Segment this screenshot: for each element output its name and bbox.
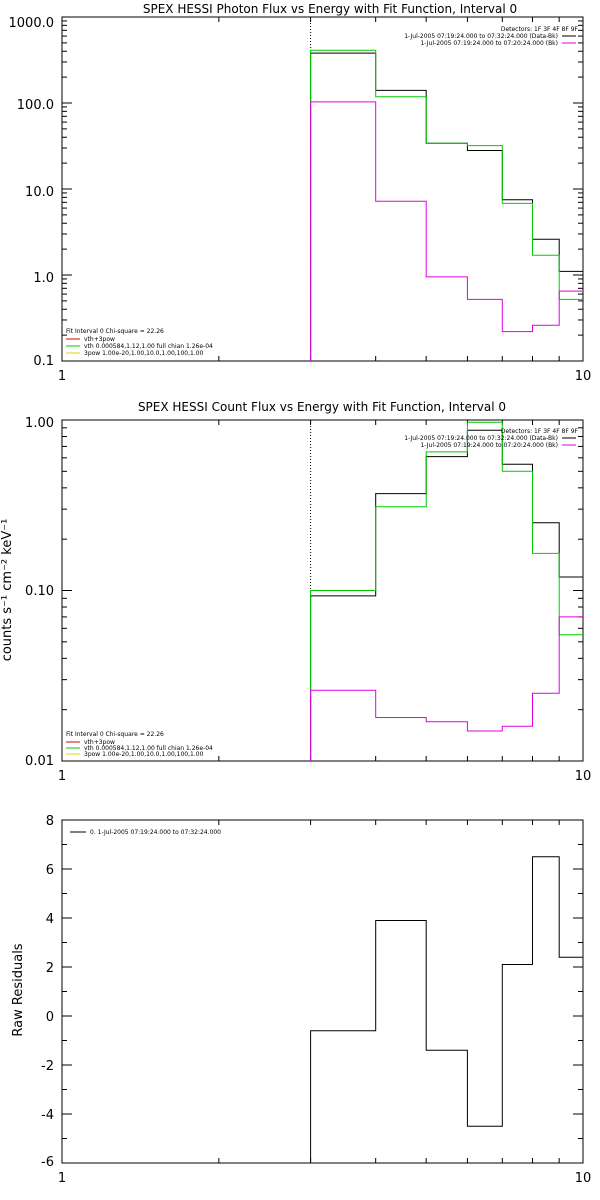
photon-flux-caption-data: 1-Jul-2005 07:19:24.000 to 07:32:24.000 … xyxy=(404,33,558,40)
residuals-ytick-label: 2 xyxy=(46,961,54,976)
count-flux-detectors-label: Detectors: 1F 3F 4F 8F 9F xyxy=(501,428,579,435)
residuals-ytick-label: 8 xyxy=(46,814,54,829)
photon-flux-legend-model: vth+3pow xyxy=(84,336,115,343)
photon-flux-ytick-label: 100.0 xyxy=(17,98,54,113)
count-flux-series-2-step-line xyxy=(310,616,583,761)
residuals-ytick-label: -4 xyxy=(41,1108,54,1123)
residuals-legend-label: 0. 1-Jul-2005 07:19:24.000 to 07:32:24.0… xyxy=(90,829,221,836)
photon-flux-xtick-label: 1 xyxy=(58,369,66,384)
photon-flux-detectors-label: Detectors: 1F 3F 4F 8F 9F xyxy=(501,26,579,33)
photon-flux-axis-ticks xyxy=(61,16,584,362)
photon-flux-legend-3pow: 3pow 1.00e-20,1.00,10.0,1.00,100,1.00 xyxy=(84,350,204,357)
count-flux-ytick-label: 1.00 xyxy=(25,416,54,431)
residuals-ytick-label: 6 xyxy=(46,863,54,878)
residuals-panel: 8 6 4 2 0 -2 -4 -6 1 10 Raw Residuals 0.… xyxy=(11,814,591,1186)
residuals-plot-frame xyxy=(61,819,584,1164)
residuals-axis-ticks xyxy=(61,819,584,1164)
residuals-xtick-label: 1 xyxy=(58,1171,66,1186)
count-flux-caption-data: 1-Jul-2005 07:19:24.000 to 07:32:24.000 … xyxy=(404,435,558,442)
residuals-ytick-label: -6 xyxy=(41,1155,54,1170)
count-flux-panel: SPEX HESSI Count Flux vs Energy with Fit… xyxy=(0,400,591,784)
photon-flux-series-group xyxy=(310,17,583,361)
photon-flux-ytick-label: 0.1 xyxy=(33,354,54,369)
count-flux-ytick-label: 0.01 xyxy=(25,754,54,769)
photon-flux-title: SPEX HESSI Photon Flux vs Energy with Fi… xyxy=(143,2,517,16)
count-flux-caption-bk: 1-Jul-2005 07:19:24.000 to 07:20:24.000 … xyxy=(420,442,558,449)
residuals-ylabel: Raw Residuals xyxy=(11,943,26,1036)
count-flux-series-0-step-line xyxy=(310,429,583,761)
residuals-ytick-label: -2 xyxy=(41,1059,54,1074)
count-flux-legend-vth: vth 0.000584,1.12,1.00 full chian 1.26e-… xyxy=(84,745,213,752)
photon-flux-xtick-label: 10 xyxy=(575,369,592,384)
count-flux-xtick-label: 10 xyxy=(575,769,592,784)
residuals-ytick-label: 0 xyxy=(46,1010,54,1025)
photon-flux-panel: SPEX HESSI Photon Flux vs Energy with Fi… xyxy=(9,2,592,384)
residuals-series-0-step-line xyxy=(310,856,583,1163)
photon-flux-ytick-label: 1000.0 xyxy=(9,16,55,31)
photon-flux-ytick-label: 1.0 xyxy=(33,271,54,286)
count-flux-legend-3pow: 3pow 1.00e-20,1.00,10.0,1.00,100,1.00 xyxy=(84,751,204,758)
count-flux-ytick-label: 0.10 xyxy=(25,584,54,599)
residuals-xtick-label: 10 xyxy=(575,1171,592,1186)
photon-flux-legend-fit: Fit Interval 0 Chi-square = 22.26 xyxy=(66,328,164,335)
count-flux-series-group xyxy=(310,420,583,761)
photon-flux-series-0-step-line xyxy=(310,52,583,361)
count-flux-title: SPEX HESSI Count Flux vs Energy with Fit… xyxy=(138,400,506,414)
photon-flux-plot-frame xyxy=(61,16,584,362)
photon-flux-series-2-step-line xyxy=(310,101,583,361)
photon-flux-ytick-label: 10.0 xyxy=(25,185,54,200)
count-flux-ylabel: counts s⁻¹ cm⁻² keV⁻¹ xyxy=(0,519,15,662)
residuals-series-group xyxy=(310,856,583,1163)
count-flux-legend-model: vth+3pow xyxy=(84,739,115,746)
residuals-ytick-label: 4 xyxy=(46,912,54,927)
count-flux-axis-ticks xyxy=(61,419,584,762)
photon-flux-caption-bk: 1-Jul-2005 07:19:24.000 to 07:20:24.000 … xyxy=(420,40,558,47)
photon-flux-series-1-step-line xyxy=(310,49,583,361)
count-flux-legend-fit: Fit Interval 0 Chi-square = 22.26 xyxy=(66,731,164,738)
count-flux-series-1-step-line xyxy=(310,421,583,761)
count-flux-xtick-label: 1 xyxy=(58,769,66,784)
photon-flux-legend-vth: vth 0.000584,1.12,1.00 full chian 1.26e-… xyxy=(84,343,213,350)
